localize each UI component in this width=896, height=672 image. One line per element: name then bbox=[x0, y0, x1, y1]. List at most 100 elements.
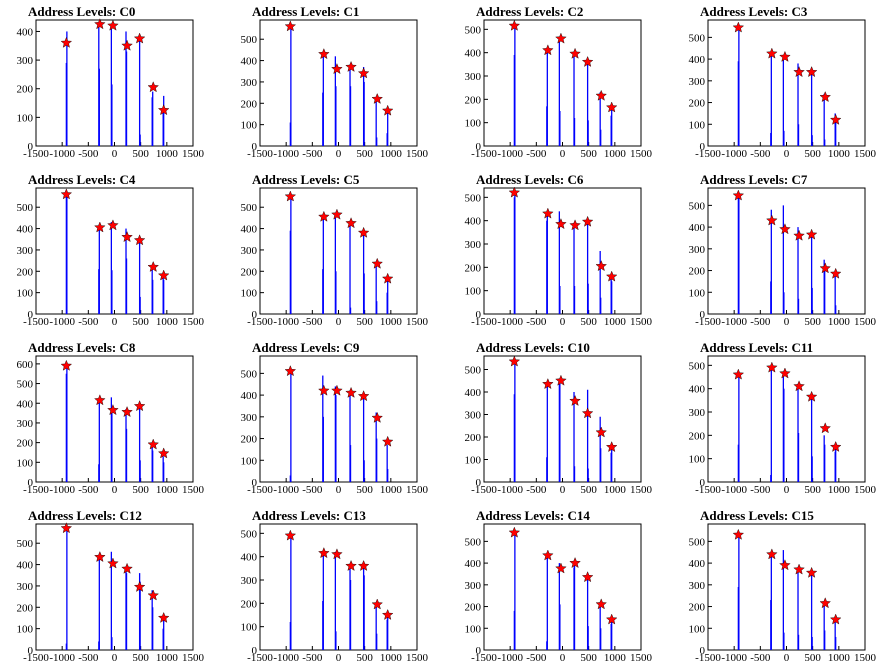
y-tick-label: 200 bbox=[17, 266, 34, 278]
peak-marker bbox=[508, 19, 521, 31]
y-tick-label: 0 bbox=[700, 141, 706, 153]
plot-frame bbox=[259, 19, 418, 147]
chart-plot: 0 100 200 300 400 500 600 -1500 -1000 -500 0 500 100… bbox=[17, 355, 205, 496]
y-tick-label: 0 bbox=[28, 645, 34, 657]
peak-marker bbox=[605, 613, 618, 625]
chart-plot: 0 100 200 300 400 -1500 -1000 -500 0 500 1000 1500 bbox=[17, 18, 205, 160]
x-tick-label: -500 bbox=[78, 316, 99, 328]
peak-marker bbox=[542, 549, 554, 561]
peak-marker bbox=[766, 548, 778, 560]
peak-marker bbox=[819, 91, 831, 103]
x-tick-label: 500 bbox=[356, 652, 373, 664]
chart-panel: Address Levels: C13 0 100 200 300 400 500 -1500… bbox=[224, 504, 448, 672]
peak-marker bbox=[605, 441, 618, 453]
peak-marker bbox=[318, 547, 330, 559]
x-tick-label: -1500 bbox=[247, 316, 273, 328]
x-tick-label: 500 bbox=[132, 484, 149, 496]
y-tick-label: 500 bbox=[689, 32, 706, 44]
x-tick-label: 500 bbox=[580, 484, 597, 496]
peak-marker bbox=[318, 384, 330, 396]
chart-title: Address Levels: C10 bbox=[476, 340, 590, 355]
peak-marker bbox=[569, 394, 581, 406]
x-tick-label: 0 bbox=[784, 484, 790, 496]
plot-frame bbox=[35, 523, 194, 651]
x-tick-label: -500 bbox=[302, 652, 323, 664]
peak-marker bbox=[147, 81, 159, 93]
chart-title: Address Levels: C13 bbox=[252, 508, 366, 523]
y-tick-label: 300 bbox=[465, 71, 482, 83]
peak-marker bbox=[331, 63, 343, 75]
x-tick-label: -1500 bbox=[247, 148, 273, 160]
peak-marker bbox=[829, 613, 842, 625]
x-tick-label: 1500 bbox=[630, 652, 653, 664]
y-tick-label: 300 bbox=[689, 244, 706, 256]
peak-marker bbox=[133, 580, 146, 592]
peak-marker bbox=[94, 394, 106, 406]
y-tick-label: 100 bbox=[241, 288, 258, 300]
peak-marker bbox=[793, 563, 805, 575]
peak-marker bbox=[318, 210, 330, 222]
y-tick-label: 300 bbox=[241, 575, 258, 587]
y-tick-label: 400 bbox=[241, 56, 258, 68]
chart-panel: Address Levels: C9 0 100 200 300 400 500 -1500-… bbox=[224, 336, 448, 504]
x-tick-label: -1500 bbox=[695, 316, 721, 328]
peak-marker bbox=[331, 548, 343, 560]
peak-marker bbox=[133, 32, 146, 44]
plot-frame bbox=[259, 523, 418, 651]
y-tick-label: 0 bbox=[700, 477, 706, 489]
x-tick-label: 500 bbox=[132, 148, 149, 160]
peak-marker bbox=[121, 231, 133, 243]
x-tick-label: -1500 bbox=[247, 652, 273, 664]
x-tick-label: 1500 bbox=[406, 316, 429, 328]
peak-marker bbox=[284, 20, 297, 32]
y-tick-label: 500 bbox=[465, 24, 482, 36]
y-tick-label: 300 bbox=[17, 245, 34, 257]
peak-marker bbox=[121, 39, 133, 51]
x-tick-label: -1000 bbox=[273, 316, 299, 328]
x-tick-label: -1000 bbox=[721, 148, 747, 160]
y-tick-label: 400 bbox=[17, 26, 34, 38]
chart-title: Address Levels: C7 bbox=[700, 172, 808, 187]
peak-marker bbox=[133, 234, 146, 246]
y-tick-label: 100 bbox=[241, 120, 258, 132]
chart-plot: 0 100 200 300 400 500 -1500 -1000 -500 0 500 1000 15… bbox=[241, 19, 429, 160]
peak-marker bbox=[793, 229, 805, 241]
peak-marker bbox=[331, 208, 343, 220]
chart-plot: 0 100 200 300 400 500 -1500 -1000 -500 0 500 1000 15… bbox=[465, 355, 653, 496]
chart-title: Address Levels: C15 bbox=[700, 508, 814, 523]
chart-panel: Address Levels: C4 0 100 200 300 400 500 -1500-… bbox=[0, 168, 224, 336]
x-tick-label: -1500 bbox=[23, 652, 49, 664]
y-tick-label: 100 bbox=[241, 622, 258, 634]
x-tick-label: -500 bbox=[526, 148, 547, 160]
y-tick-label: 200 bbox=[465, 94, 482, 106]
x-tick-label: 1000 bbox=[604, 148, 627, 160]
x-tick-label: 1000 bbox=[604, 484, 627, 496]
y-tick-label: 400 bbox=[241, 552, 258, 564]
peak-marker bbox=[595, 89, 607, 101]
x-tick-label: 500 bbox=[356, 316, 373, 328]
chart-panel: Address Levels: C11 0 100 200 300 400 500 -1500… bbox=[672, 336, 896, 504]
peak-marker bbox=[595, 426, 607, 438]
chart-panel: Address Levels: C2 0 100 200 300 400 500 -1500-… bbox=[448, 0, 672, 168]
y-tick-label: 100 bbox=[465, 286, 482, 298]
x-tick-label: -500 bbox=[302, 316, 323, 328]
peak-marker bbox=[819, 597, 831, 609]
chart-title: Address Levels: C12 bbox=[28, 508, 142, 523]
y-tick-label: 300 bbox=[465, 410, 482, 422]
y-tick-label: 200 bbox=[465, 432, 482, 444]
y-tick-label: 200 bbox=[689, 602, 706, 614]
chart-title: Address Levels: C9 bbox=[252, 340, 360, 355]
y-tick-label: 100 bbox=[17, 457, 34, 469]
y-tick-label: 400 bbox=[465, 387, 482, 399]
plot-frame bbox=[483, 523, 642, 651]
x-tick-label: -1000 bbox=[721, 652, 747, 664]
y-tick-label: 500 bbox=[241, 528, 258, 540]
x-tick-label: -1500 bbox=[471, 148, 497, 160]
x-tick-label: 1000 bbox=[380, 316, 403, 328]
x-tick-label: -1000 bbox=[49, 316, 75, 328]
x-tick-label: 0 bbox=[560, 148, 566, 160]
peak-marker bbox=[581, 55, 594, 67]
peak-marker bbox=[805, 566, 818, 578]
y-tick-label: 400 bbox=[465, 216, 482, 228]
